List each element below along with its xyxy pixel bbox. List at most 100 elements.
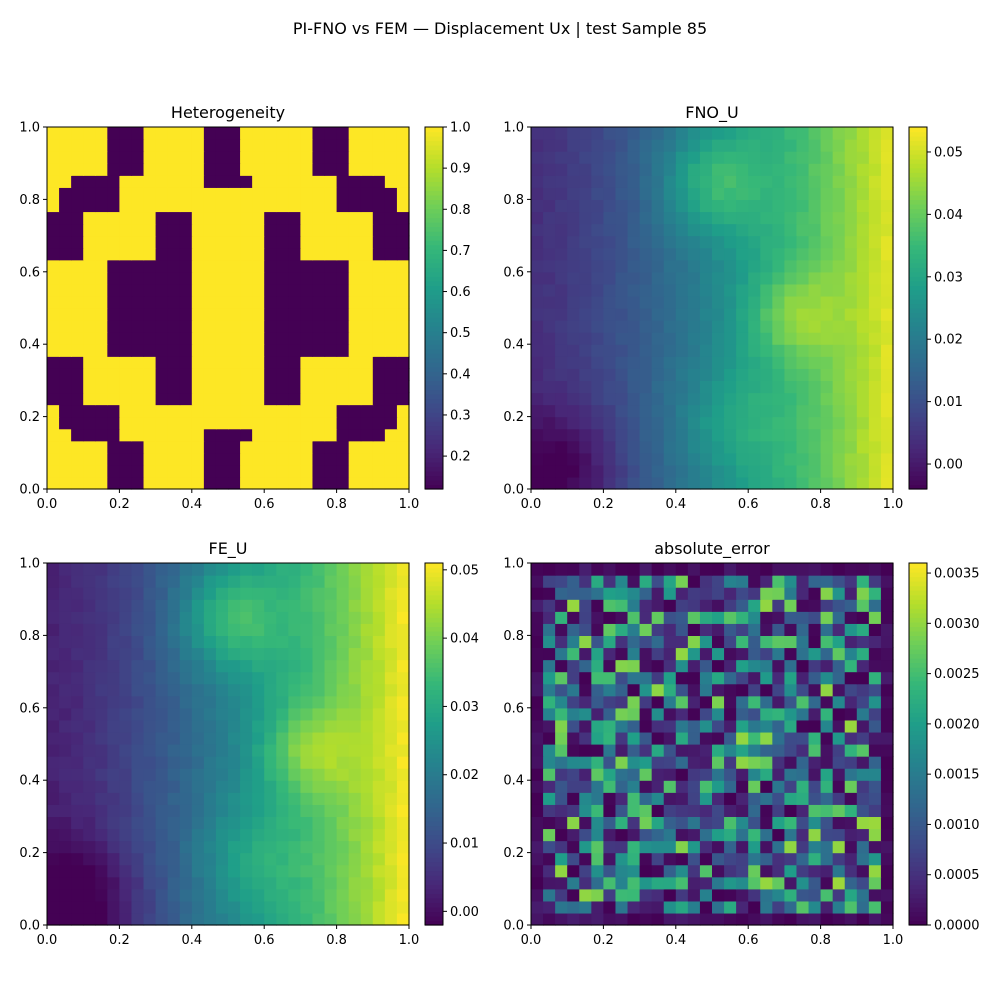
heatmap-cell [880, 332, 894, 345]
heatmap-cell [143, 175, 157, 188]
heatmap-cell [396, 623, 410, 636]
heatmap-cell [760, 428, 773, 442]
heatmap-cell [252, 719, 265, 733]
heatmap-cell [639, 635, 653, 649]
heatmap-cell [796, 768, 810, 781]
heatmap-cell [203, 392, 217, 406]
heatmap-cell [724, 308, 737, 321]
heatmap-cell [324, 392, 338, 406]
heatmap-cell [83, 452, 96, 466]
heatmap-cell [880, 816, 894, 830]
panel-title: Heterogeneity [171, 103, 285, 122]
heatmap-cell [276, 888, 289, 902]
heatmap-cell [360, 683, 374, 697]
heatmap-cell [868, 464, 882, 478]
heatmap-cell [59, 163, 72, 176]
heatmap-cell [699, 744, 713, 757]
heatmap-cell [71, 259, 84, 273]
heatmap-cell [71, 308, 84, 321]
heatmap-cell [167, 792, 181, 805]
heatmap-cell [591, 719, 604, 733]
heatmap-cell [276, 804, 289, 817]
heatmap-cell [288, 611, 301, 624]
heatmap-cell [143, 671, 157, 685]
heatmap-cell [191, 695, 205, 709]
heatmap-cell [191, 368, 205, 381]
heatmap-cell [712, 392, 725, 406]
heatmap-cell [639, 804, 653, 817]
heatmap-cell [699, 864, 713, 878]
heatmap-cell [880, 659, 894, 673]
heatmap-cell [663, 828, 677, 842]
colorbar-segment [909, 906, 927, 913]
heatmap-cell [191, 211, 205, 225]
heatmap-cell [856, 635, 870, 649]
heatmap-cell [252, 852, 265, 866]
y-tick-label: 0.0 [503, 483, 524, 498]
colorbar-segment [909, 762, 927, 768]
heatmap-cell [639, 259, 653, 273]
x-tick-label: 1.0 [883, 497, 904, 512]
heatmap-cell [396, 780, 410, 793]
heatmap-cell [603, 139, 617, 152]
heatmap-cell [119, 223, 133, 237]
heatmap-cell [348, 671, 362, 685]
heatmap-cell [300, 611, 314, 624]
heatmap-cell [372, 804, 386, 817]
heatmap-cell [324, 259, 338, 273]
heatmap-cell [131, 332, 145, 345]
heatmap-cell [276, 731, 289, 745]
colorbar-segment [425, 572, 443, 578]
heatmap-cell [856, 247, 870, 261]
heatmap-cell [591, 780, 604, 793]
heatmap-cell [276, 283, 289, 297]
heatmap-cell [760, 368, 773, 381]
heatmap-cell [591, 139, 604, 152]
heatmap-cell [47, 344, 60, 357]
heatmap-cell [724, 575, 737, 588]
heatmap-cell [832, 247, 846, 261]
heatmap-cell [396, 163, 410, 176]
heatmap-cell [543, 623, 556, 636]
heatmap-cell [543, 440, 556, 454]
colorbar-segment [909, 766, 927, 772]
heatmap-cell [808, 368, 822, 381]
colorbar-segment [425, 249, 443, 255]
heatmap-cell [264, 308, 277, 321]
heatmap-cell [71, 840, 84, 854]
colorbar-segment [425, 149, 443, 155]
heatmap-cell [240, 659, 253, 673]
heatmap-cell [748, 199, 761, 213]
heatmap-cell [687, 719, 701, 733]
heatmap-cell [724, 344, 737, 357]
heatmap-cell [712, 127, 725, 140]
heatmap-cell [712, 320, 725, 333]
heatmap-cell [784, 768, 798, 781]
heatmap-cell [579, 464, 592, 478]
heatmap-cell [264, 563, 277, 576]
heatmap-cell [47, 392, 60, 406]
heatmap-cell [240, 392, 253, 406]
heatmap-cell [167, 647, 181, 661]
heatmap-cell [627, 320, 641, 333]
colorbar-segment [425, 739, 443, 745]
heatmap-cell [372, 587, 386, 600]
heatmap-cell [167, 476, 181, 490]
heatmap-cell [47, 259, 60, 273]
heatmap-cell [167, 756, 181, 769]
heatmap-cell [820, 368, 834, 381]
heatmap-cell [844, 151, 858, 164]
heatmap-cell [131, 768, 145, 781]
heatmap-cell [760, 295, 773, 309]
colorbar-segment [425, 667, 443, 673]
heatmap-cell [179, 719, 193, 733]
heatmap-cell [531, 199, 544, 213]
colorbar-segment [425, 262, 443, 268]
heatmap-cell [868, 816, 882, 830]
heatmap-cell [675, 792, 689, 805]
heatmap-cell [687, 816, 701, 830]
heatmap-cell [83, 223, 96, 237]
heatmap-cell [772, 647, 785, 661]
heatmap-cell [107, 756, 120, 769]
heatmap-cell [796, 888, 810, 902]
